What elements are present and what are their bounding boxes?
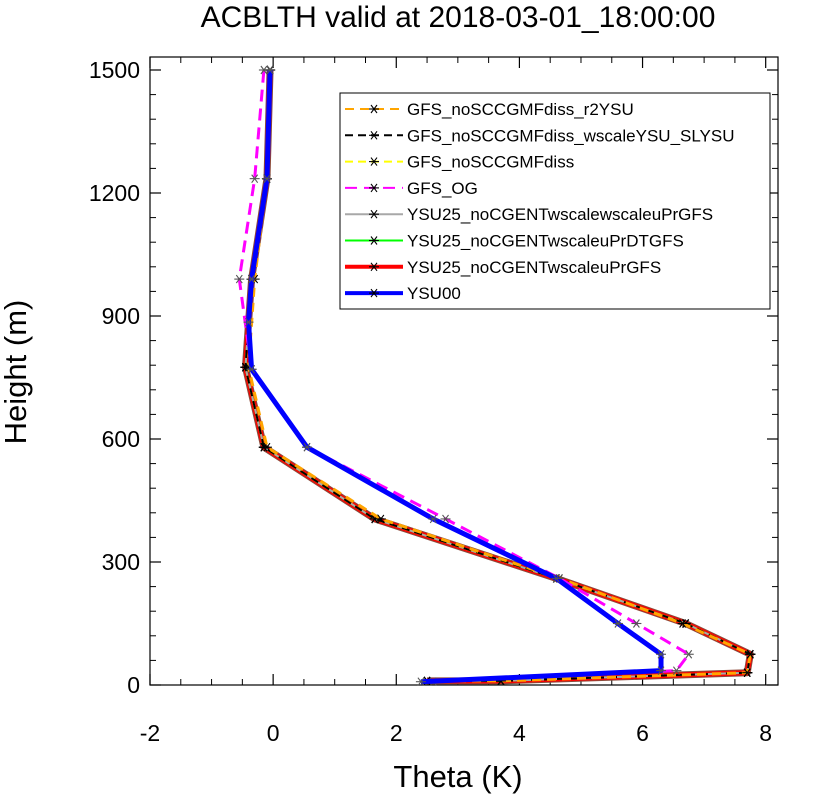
legend-entry: YSU25_noCGENTwscaleuPrDTGFS (345, 232, 684, 251)
legend-entry: YSU25_noCGENTwscaleuPrGFS (345, 258, 661, 277)
legend-label: GFS_noSCCGMFdiss_wscaleYSU_SLYSU (407, 126, 735, 145)
data-point (369, 130, 379, 140)
data-point (683, 649, 694, 659)
legend-label: YSU25_noCGENTwscaleuPrDTGFS (407, 232, 684, 251)
data-point (369, 157, 379, 166)
y-tick-label: 1200 (89, 180, 140, 206)
data-point (631, 619, 642, 628)
data-point (369, 288, 379, 298)
data-point (246, 364, 257, 374)
legend-entry: GFS_noSCCGMFdiss_wscaleYSU_SLYSU (345, 126, 735, 145)
legend-label: YSU00 (407, 284, 461, 303)
legend-entry: GFS_noSCCGMFdiss_r2YSU (345, 100, 634, 119)
legend-label: YSU25_noCGENTwscalewscaleuPrGFS (407, 205, 713, 224)
y-tick-label: 300 (102, 549, 140, 575)
data-point (243, 317, 254, 327)
data-point (369, 236, 379, 245)
data-point (369, 104, 379, 114)
x-tick-label: 2 (390, 720, 403, 746)
legend-entry: YSU00 (345, 284, 461, 303)
data-point (677, 619, 688, 628)
data-point (249, 174, 260, 183)
data-point (656, 666, 667, 675)
legend: GFS_noSCCGMFdiss_r2YSU GFS_noSCCGMFdiss_w… (339, 92, 771, 310)
data-point (261, 442, 272, 452)
data-point (612, 619, 623, 628)
legend-entry: GFS_noSCCGMFdiss (345, 153, 574, 172)
data-point (234, 274, 245, 284)
legend-label: GFS_noSCCGMFdiss (407, 153, 574, 172)
series-line (247, 69, 752, 683)
x-tick-label: 6 (636, 720, 649, 746)
data-point (265, 65, 276, 75)
data-point (742, 668, 753, 678)
legend-label: YSU25_noCGENTwscaleuPrGFS (407, 258, 661, 277)
y-tick-label: 900 (102, 303, 140, 329)
x-axis-title: Theta (K) (393, 759, 522, 794)
series-line (246, 69, 664, 685)
x-tick-label: -2 (140, 720, 160, 746)
data-point (415, 677, 426, 687)
data-point (745, 649, 756, 659)
data-point (375, 514, 386, 524)
legend-label: GFS_OG (407, 179, 478, 198)
y-tick-label: 0 (127, 672, 140, 698)
chart-title: ACBLTH valid at 2018-03-01_18:00:00 (201, 1, 716, 34)
legend-entry: YSU25_noCGENTwscalewscaleuPrGFS (345, 205, 713, 224)
data-point (428, 514, 439, 524)
series-layer (234, 65, 756, 687)
series-YSU00 (243, 65, 667, 687)
data-point (246, 274, 257, 284)
x-tick-label: 0 (267, 720, 280, 746)
data-point (302, 442, 312, 452)
y-axis-title: Height (m) (0, 300, 33, 445)
plot-frame (149, 56, 779, 686)
x-tick-label: 8 (759, 720, 772, 746)
data-point (551, 574, 562, 583)
data-point (261, 174, 272, 183)
data-point (369, 209, 379, 219)
y-tick-label: 600 (102, 426, 140, 452)
data-point (369, 183, 379, 193)
x-tick-label: 4 (513, 720, 526, 746)
data-point (671, 666, 682, 675)
data-point (369, 262, 379, 272)
legend-entry: GFS_OG (345, 179, 478, 198)
data-point (656, 649, 667, 659)
legend-label: GFS_noSCCGMFdiss_r2YSU (407, 100, 634, 119)
y-tick-label: 1500 (89, 57, 140, 83)
legend-box (339, 92, 771, 310)
